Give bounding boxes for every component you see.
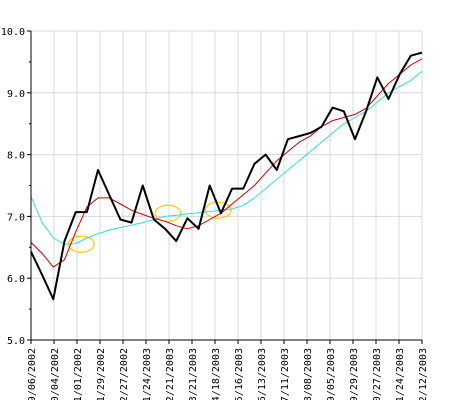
x-tick-label: 06/13/2003: [257, 348, 268, 400]
grid: [30, 30, 423, 341]
x-tick-label: 11/24/2003: [395, 348, 406, 400]
x-tick-label: 05/16/2003: [234, 348, 245, 400]
x-tick-label: 10/27/2003: [372, 348, 383, 400]
y-tick-label: 5.0: [7, 336, 25, 347]
y-tick-label: 6.0: [7, 274, 25, 285]
y-tick-labels: 5.0 6.0 7.0 8.0 9.0 10.0: [1, 27, 25, 347]
x-tick-label: 09/06/2002: [27, 348, 38, 400]
x-tick-label: 08/08/2003: [303, 348, 314, 400]
x-tick-label: 03/21/2003: [188, 348, 199, 400]
x-tick-label: 11/29/2002: [96, 348, 107, 400]
series-line-1: [30, 58, 423, 268]
y-tick-label: 7.0: [7, 212, 25, 223]
x-tick-label: 12/12/2003: [418, 348, 429, 400]
highlight-ellipse: [204, 201, 232, 219]
x-tick-label: 09/29/2003: [349, 348, 360, 400]
x-tick-label: 07/11/2003: [280, 348, 291, 400]
x-tick-label: 09/05/2003: [326, 348, 337, 400]
x-tick-label: 01/24/2003: [142, 348, 153, 400]
x-tick-label: 04/18/2003: [211, 348, 222, 400]
highlight-ellipse: [154, 204, 182, 222]
axes: [27, 30, 423, 344]
series-line-2: [30, 70, 423, 245]
y-tick-label: 9.0: [7, 89, 25, 100]
y-tick-label: 10.0: [1, 27, 25, 38]
series-line-0: [30, 51, 423, 301]
x-tick-label: 12/27/2002: [119, 348, 130, 400]
y-tick-label: 8.0: [7, 151, 25, 162]
x-tick-labels: 09/06/2002 10/04/2002 11/01/2002 11/29/2002…: [27, 348, 429, 400]
x-tick-label: 02/21/2003: [165, 348, 176, 400]
x-tick-label: 11/01/2002: [73, 348, 84, 400]
x-tick-label: 10/04/2002: [50, 348, 61, 400]
series: [30, 51, 423, 301]
